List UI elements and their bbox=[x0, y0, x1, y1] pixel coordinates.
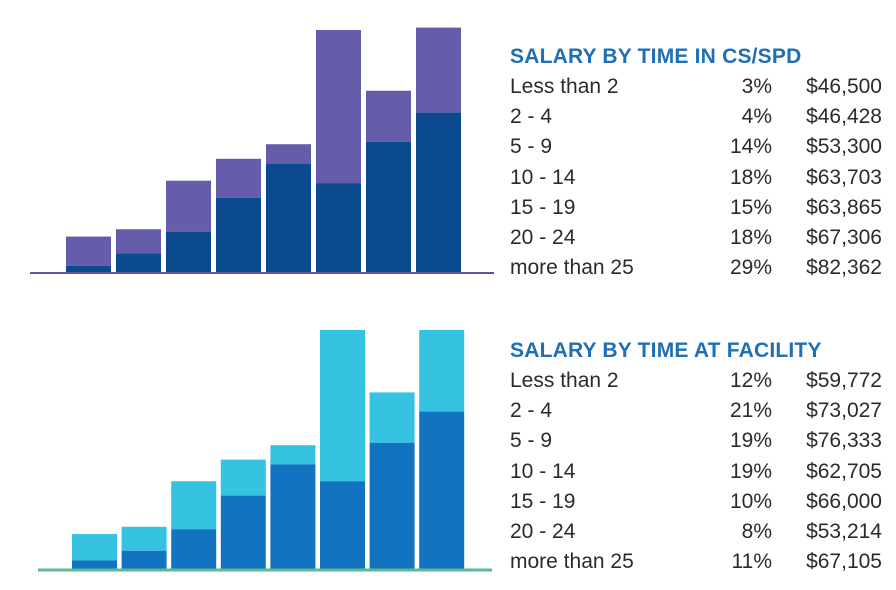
row-salary: $73,027 bbox=[806, 399, 882, 423]
row-label: Less than 2 bbox=[510, 75, 619, 98]
bar-lower-segment bbox=[121, 550, 167, 570]
table-row: 5 - 9 14% $53,300 bbox=[510, 132, 882, 162]
row-salary: $46,428 bbox=[806, 105, 882, 129]
row-percent: 15% bbox=[729, 195, 772, 219]
table-row: 20 - 24 18% $67,306 bbox=[510, 223, 882, 253]
bar-lower-segment bbox=[369, 442, 415, 570]
bar-lower-segment bbox=[66, 265, 111, 273]
row-percent: 18% bbox=[729, 165, 772, 189]
row-salary: $67,306 bbox=[806, 225, 882, 249]
bar-lower-segment bbox=[316, 183, 361, 273]
table-row: 2 - 4 4% $46,428 bbox=[510, 102, 882, 132]
facility-chart bbox=[0, 295, 500, 585]
cs-spd-bar-chart bbox=[30, 27, 494, 274]
bar-upper-segment bbox=[121, 526, 167, 551]
bar-lower-segment bbox=[216, 197, 261, 273]
row-percent: 21% bbox=[729, 399, 772, 423]
bar-lower-segment bbox=[270, 464, 316, 570]
bar-upper-segment bbox=[116, 229, 161, 254]
table-row: 15 - 19 15% $63,865 bbox=[510, 193, 882, 223]
bar-upper-segment bbox=[216, 158, 261, 198]
row-label: more than 25 bbox=[510, 256, 634, 280]
facility-title: SALARY BY TIME AT FACILITY bbox=[510, 339, 822, 362]
row-salary: $59,772 bbox=[806, 369, 882, 392]
bar-lower-segment bbox=[320, 481, 365, 570]
facility-table: SALARY BY TIME AT FACILITY Less than 2 1… bbox=[510, 336, 882, 577]
bar-lower-segment bbox=[220, 495, 266, 570]
bar-upper-segment bbox=[270, 445, 316, 465]
row-salary: $63,865 bbox=[806, 195, 882, 219]
bar-lower-segment bbox=[166, 231, 211, 273]
row-percent: 10% bbox=[729, 489, 772, 513]
table-row: 2 - 4 21% $73,027 bbox=[510, 396, 882, 426]
bar-upper-segment bbox=[166, 180, 211, 232]
bar-lower-segment bbox=[266, 163, 311, 273]
bar-upper-segment bbox=[266, 144, 311, 164]
row-percent: 8% bbox=[741, 519, 772, 543]
table-row: Less than 2 12% $59,772 bbox=[510, 366, 882, 396]
bar-upper-segment bbox=[320, 330, 365, 482]
row-salary: $66,000 bbox=[806, 489, 882, 513]
bar-upper-segment bbox=[220, 459, 266, 496]
row-label: 10 - 14 bbox=[510, 165, 576, 189]
row-label: 5 - 9 bbox=[510, 429, 553, 453]
row-label: 15 - 19 bbox=[510, 489, 576, 513]
bar-lower-segment bbox=[171, 529, 217, 570]
bar-lower-segment bbox=[72, 560, 117, 570]
row-label: 20 - 24 bbox=[510, 225, 576, 249]
bar-upper-segment bbox=[366, 90, 411, 142]
cs-spd-title: SALARY BY TIME IN CS/SPD bbox=[510, 45, 802, 68]
row-salary: $63,703 bbox=[806, 165, 882, 189]
row-salary: $82,362 bbox=[806, 256, 882, 280]
facility-bar-chart bbox=[38, 330, 492, 572]
row-salary: $62,705 bbox=[806, 459, 882, 483]
table-row: 15 - 19 10% $66,000 bbox=[510, 487, 882, 517]
row-percent: 11% bbox=[731, 550, 772, 574]
bar-upper-segment bbox=[66, 236, 111, 266]
row-label: 10 - 14 bbox=[510, 459, 576, 483]
row-percent: 19% bbox=[729, 429, 772, 453]
row-label: 2 - 4 bbox=[510, 105, 553, 129]
table-row: more than 25 29% $82,362 bbox=[510, 253, 882, 283]
bar-upper-segment bbox=[316, 30, 361, 184]
row-label: more than 25 bbox=[510, 550, 634, 574]
table-row: 10 - 14 19% $62,705 bbox=[510, 457, 882, 487]
bar-upper-segment bbox=[369, 392, 415, 443]
table-row: 10 - 14 18% $63,703 bbox=[510, 163, 882, 193]
bar-upper-segment bbox=[72, 534, 117, 561]
row-percent: 14% bbox=[729, 135, 772, 159]
row-salary: $53,214 bbox=[806, 519, 882, 543]
table-row: 20 - 24 8% $53,214 bbox=[510, 517, 882, 547]
table-row: 5 - 9 19% $76,333 bbox=[510, 426, 882, 456]
row-percent: 12% bbox=[729, 369, 772, 392]
cs-spd-chart bbox=[0, 0, 500, 290]
row-label: 20 - 24 bbox=[510, 519, 576, 543]
row-percent: 4% bbox=[741, 105, 772, 129]
bar-lower-segment bbox=[366, 141, 411, 273]
row-label: 2 - 4 bbox=[510, 399, 553, 423]
row-percent: 29% bbox=[729, 256, 772, 280]
bar-lower-segment bbox=[419, 411, 465, 570]
bar-lower-segment bbox=[416, 112, 461, 274]
row-salary: $67,105 bbox=[806, 550, 882, 574]
row-label: 15 - 19 bbox=[510, 195, 576, 219]
bar-upper-segment bbox=[171, 481, 217, 530]
bar-upper-segment bbox=[416, 27, 461, 113]
row-label: Less than 2 bbox=[510, 369, 619, 392]
table-row: more than 25 11% $67,105 bbox=[510, 547, 882, 577]
row-salary: $53,300 bbox=[806, 135, 882, 159]
row-salary: $76,333 bbox=[806, 429, 882, 453]
bar-upper-segment bbox=[419, 330, 465, 412]
row-percent: 18% bbox=[729, 225, 772, 249]
table-row: Less than 2 3% $46,500 bbox=[510, 72, 882, 102]
row-label: 5 - 9 bbox=[510, 135, 553, 159]
row-salary: $46,500 bbox=[806, 75, 882, 98]
bar-lower-segment bbox=[116, 253, 161, 273]
cs-spd-table: SALARY BY TIME IN CS/SPD Less than 2 3% … bbox=[510, 42, 882, 283]
row-percent: 3% bbox=[741, 75, 772, 98]
row-percent: 19% bbox=[729, 459, 772, 483]
